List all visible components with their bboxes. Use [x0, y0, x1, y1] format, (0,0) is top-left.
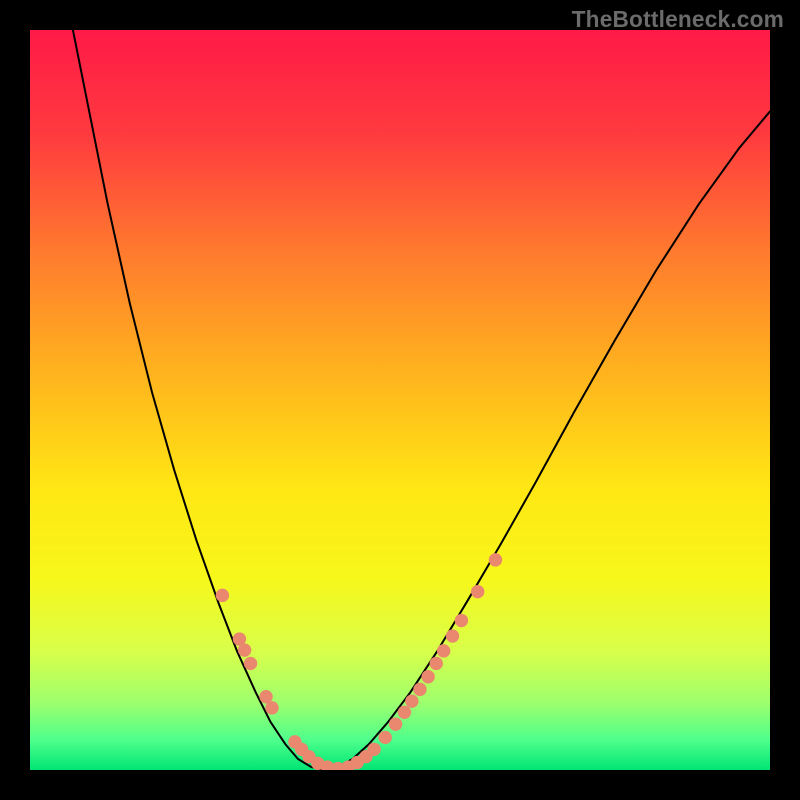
marker-point: [430, 657, 442, 669]
gradient-background: [30, 30, 770, 770]
plot-area: [30, 30, 770, 770]
marker-point: [266, 702, 278, 714]
chart-svg: [30, 30, 770, 770]
marker-point: [437, 645, 449, 657]
marker-point: [446, 630, 458, 642]
marker-point: [414, 683, 426, 695]
marker-point: [389, 718, 401, 730]
marker-point: [216, 589, 228, 601]
marker-point: [368, 743, 380, 755]
marker-point: [489, 554, 501, 566]
marker-point: [398, 706, 410, 718]
marker-point: [472, 585, 484, 597]
marker-point: [406, 695, 418, 707]
marker-point: [244, 657, 256, 669]
watermark-text: TheBottleneck.com: [572, 6, 784, 33]
marker-point: [238, 644, 250, 656]
chart-frame: TheBottleneck.com: [0, 0, 800, 800]
marker-point: [455, 614, 467, 626]
marker-point: [233, 633, 245, 645]
marker-point: [260, 691, 272, 703]
marker-point: [422, 671, 434, 683]
marker-point: [379, 731, 391, 743]
